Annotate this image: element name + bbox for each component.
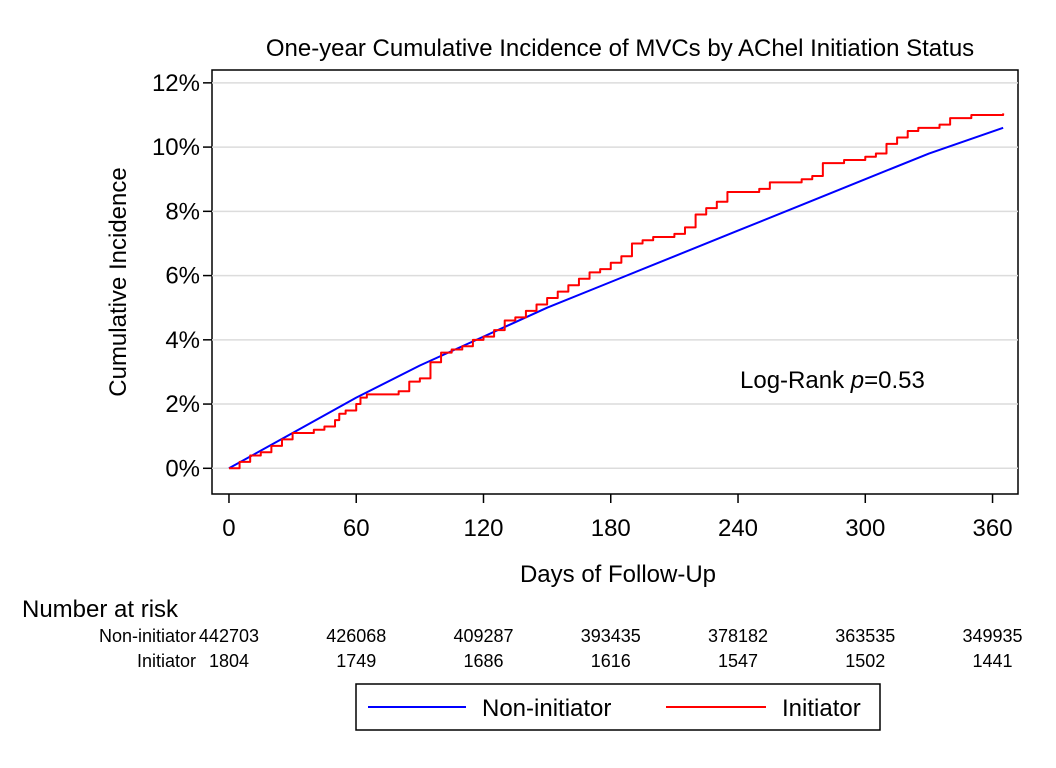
annotation-p: p bbox=[850, 367, 864, 394]
annotation-prefix: Log-Rank bbox=[740, 367, 851, 394]
risk-value-non-initiator-240: 378182 bbox=[708, 626, 768, 646]
y-tick-label-10: 10% bbox=[152, 134, 200, 161]
x-tick-label-120: 120 bbox=[463, 515, 503, 542]
y-tick-label-2: 2% bbox=[165, 391, 200, 418]
x-tick-label-300: 300 bbox=[845, 515, 885, 542]
x-tick-label-240: 240 bbox=[718, 515, 758, 542]
y-axis: 0% 2% 4% 6% 8% 10% 12% bbox=[152, 70, 212, 482]
y-tick-label-8: 8% bbox=[165, 198, 200, 225]
annotation-suffix: =0.53 bbox=[864, 367, 925, 394]
x-tick-label-60: 60 bbox=[343, 515, 370, 542]
legend-label-initiator: Initiator bbox=[782, 695, 861, 722]
risk-row-label-initiator: Initiator bbox=[137, 651, 196, 671]
risk-value-non-initiator-360: 349935 bbox=[963, 626, 1023, 646]
risk-value-non-initiator-120: 409287 bbox=[453, 626, 513, 646]
log-rank-annotation: Log-Rank p=0.53 bbox=[740, 367, 925, 394]
series-lines bbox=[228, 113, 1005, 470]
x-axis-title: Days of Follow-Up bbox=[520, 561, 716, 588]
risk-table-header: Number at risk bbox=[22, 596, 179, 623]
series-line-non-initiator bbox=[228, 126, 1004, 470]
legend-label-non-initiator: Non-initiator bbox=[482, 695, 611, 722]
plot-area bbox=[211, 69, 1019, 495]
risk-value-initiator-0: 1804 bbox=[209, 651, 249, 671]
x-tick-label-180: 180 bbox=[591, 515, 631, 542]
y-tick-label-0: 0% bbox=[165, 455, 200, 482]
chart-title: One-year Cumulative Incidence of MVCs by… bbox=[266, 35, 974, 62]
risk-value-initiator-300: 1502 bbox=[845, 651, 885, 671]
risk-value-non-initiator-0: 442703 bbox=[199, 626, 259, 646]
y-tick-label-12: 12% bbox=[152, 70, 200, 97]
risk-value-initiator-240: 1547 bbox=[718, 651, 758, 671]
risk-value-initiator-120: 1686 bbox=[463, 651, 503, 671]
x-tick-label-0: 0 bbox=[222, 515, 235, 542]
risk-value-initiator-60: 1749 bbox=[336, 651, 376, 671]
y-tick-label-6: 6% bbox=[165, 263, 200, 290]
risk-value-non-initiator-300: 363535 bbox=[835, 626, 895, 646]
series-line-initiator bbox=[228, 113, 1005, 470]
risk-value-non-initiator-180: 393435 bbox=[581, 626, 641, 646]
risk-table-values: 442703 426068 409287 393435 378182 363535 3499… bbox=[199, 626, 1023, 671]
y-tick-label-4: 4% bbox=[165, 327, 200, 354]
x-axis: 0 60 120 180 240 300 360 bbox=[222, 494, 1013, 542]
y-axis-title: Cumulative Incidence bbox=[105, 167, 132, 396]
risk-value-initiator-180: 1616 bbox=[591, 651, 631, 671]
risk-row-label-non-initiator: Non-initiator bbox=[99, 626, 196, 646]
risk-value-non-initiator-60: 426068 bbox=[326, 626, 386, 646]
risk-value-initiator-360: 1441 bbox=[973, 651, 1013, 671]
x-tick-label-360: 360 bbox=[973, 515, 1013, 542]
